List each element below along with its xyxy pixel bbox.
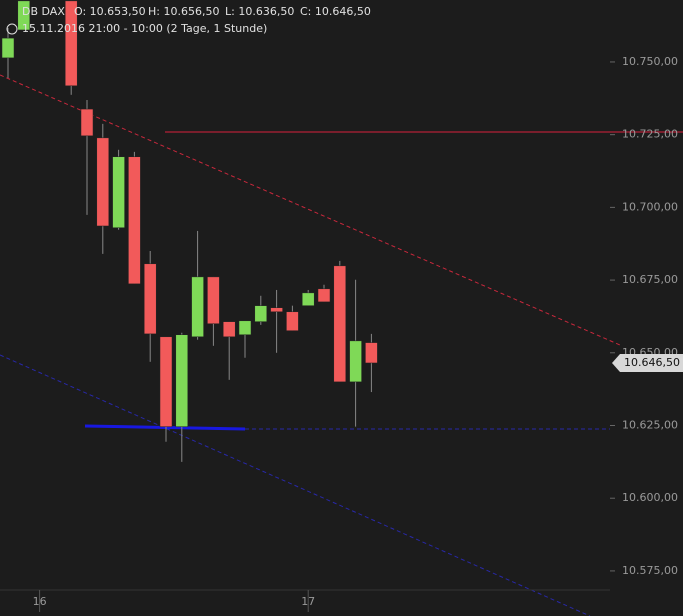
y-tick-label: 10.675,00 [622, 273, 678, 286]
ohlc-low: L: 10.636,50 [225, 5, 294, 18]
candle-body [286, 311, 299, 331]
candle-body [270, 307, 283, 313]
candle-body [1, 37, 15, 59]
candle-body [143, 263, 157, 335]
candle-body [254, 305, 268, 322]
candle-body [159, 336, 173, 427]
y-tick-label: 10.725,00 [622, 128, 678, 141]
support-line [84, 424, 246, 431]
candle-body [222, 321, 236, 338]
x-tick-label: 16 [33, 595, 47, 608]
y-tick-label: 10.575,00 [622, 564, 678, 577]
candle-body [349, 340, 362, 383]
candle-body [207, 276, 220, 324]
trend-line [0, 74, 621, 346]
candle-body [301, 292, 315, 306]
candle-body [365, 342, 378, 364]
title: DB DAX [22, 5, 65, 18]
ohlc-high: H: 10.656,50 [148, 5, 219, 18]
ohlc-close: C: 10.646,50 [300, 5, 371, 18]
trend-line [0, 354, 591, 616]
plot [0, 0, 615, 612]
y-tick-label: 10.625,00 [622, 418, 678, 431]
candle-body [64, 0, 78, 87]
candle-body [317, 288, 331, 303]
x-tick-label: 17 [301, 595, 315, 608]
candle-body [333, 265, 347, 383]
clock-icon [6, 23, 18, 35]
candle-body [128, 156, 141, 285]
candle-body [80, 108, 94, 137]
y-tick-label: 10.700,00 [622, 200, 678, 213]
candle-body [175, 334, 189, 427]
subtitle: 15.11.2016 21:00 - 10:00 (2 Tage, 1 Stun… [22, 22, 267, 35]
candle-body [191, 276, 204, 338]
candle-body [238, 320, 252, 336]
header: DB DAX O: 10.653,50 H: 10.656,50 L: 10.6… [6, 5, 371, 35]
candle-body [112, 156, 125, 228]
candle-body [96, 137, 110, 227]
y-tick-label: 10.600,00 [622, 491, 678, 504]
y-tick-label: 10.750,00 [622, 55, 678, 68]
ohlc-open: O: 10.653,50 [74, 5, 146, 18]
last-price-box [612, 353, 683, 372]
last-price-label: 10.646,50 [624, 356, 680, 369]
candle-body [17, 0, 31, 31]
